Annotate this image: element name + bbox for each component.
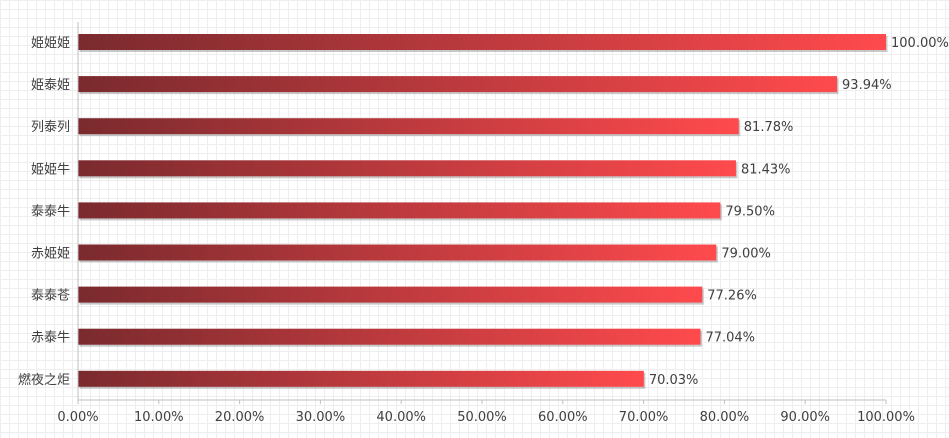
data-label: 70.03% [649, 373, 699, 388]
bar [78, 118, 739, 135]
bar [78, 76, 838, 93]
bar [78, 286, 703, 303]
x-tick-label: 50.00% [457, 410, 507, 425]
category-label: 燃夜之炬 [18, 372, 70, 388]
category-label: 姫姫牛 [31, 162, 70, 177]
category-label: 赤泰牛 [31, 331, 70, 346]
data-label: 93.94% [842, 78, 892, 93]
bar [78, 202, 721, 219]
data-label: 81.43% [741, 162, 791, 177]
bar [78, 160, 736, 177]
bars-layer [78, 34, 888, 389]
x-tick-label: 20.00% [215, 410, 265, 425]
x-tick-label: 80.00% [700, 410, 750, 425]
data-label: 77.26% [707, 289, 757, 304]
bar [78, 244, 717, 261]
labels-layer: 姫姫姫 100.00% 姫泰姫 93.94% 列泰列 81.78% 姫姫牛 81.43% 泰泰牛… [18, 36, 949, 388]
x-tick-label: 60.00% [538, 410, 588, 425]
x-tick-label: 70.00% [619, 410, 669, 425]
category-label: 姫姫姫 [31, 36, 70, 51]
data-label: 77.04% [705, 331, 755, 346]
category-label: 泰泰苍 [31, 289, 70, 304]
x-tick-label: 10.00% [134, 410, 184, 425]
x-tick-label: 30.00% [296, 410, 346, 425]
category-label: 姫泰姫 [31, 78, 70, 93]
category-label: 赤姫姫 [31, 247, 70, 262]
x-tick-label: 0.00% [57, 410, 98, 425]
bar [78, 34, 886, 50]
x-tick-label: 100.00% [857, 410, 915, 425]
bar [78, 370, 644, 387]
data-label: 100.00% [891, 36, 949, 51]
x-tick-label: 90.00% [780, 410, 830, 425]
category-label: 列泰列 [31, 120, 70, 135]
bar [78, 328, 701, 345]
x-axis: 0.00% 10.00% 20.00% 30.00% 40.00% 50.00% 60.00… [57, 22, 915, 425]
data-label: 79.50% [725, 204, 775, 219]
category-label: 泰泰牛 [31, 204, 70, 219]
data-label: 79.00% [721, 247, 771, 262]
x-tick-label: 40.00% [376, 410, 426, 425]
data-label: 81.78% [744, 120, 794, 135]
